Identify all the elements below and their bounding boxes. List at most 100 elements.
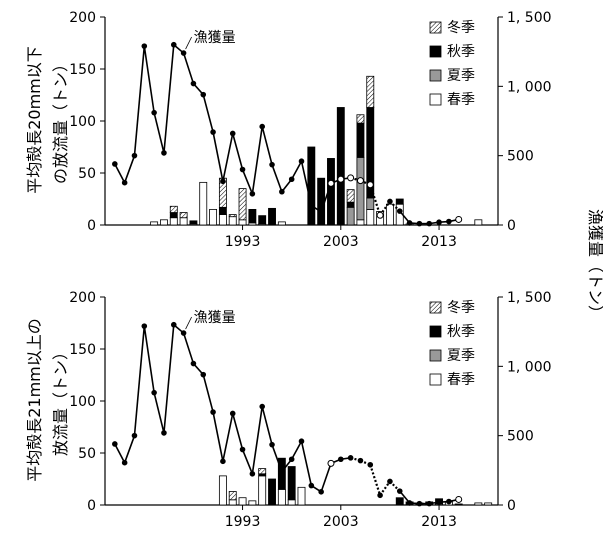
- bar-autumn: [248, 208, 257, 224]
- bar-autumn: [258, 215, 267, 225]
- catch-point: [356, 177, 364, 185]
- bar-spring: [366, 208, 375, 226]
- catch-line-segment: [241, 449, 254, 475]
- bar-autumn: [189, 220, 198, 225]
- catch-line-segment: [202, 94, 214, 133]
- x-tick-label: 2013: [421, 234, 457, 250]
- upper-ylabel-line1: 平均殻長20mm以下: [25, 46, 44, 194]
- catch-point: [141, 43, 148, 49]
- catch-line-label: 漁獲量: [194, 310, 236, 326]
- upper-plot-area: 0 50 100 150 200 0 500 1, 000 1, 500 1993 2003 2013…: [69, 10, 551, 250]
- catch-line-segment: [271, 164, 283, 192]
- left-tick-label: 0: [87, 498, 96, 514]
- x-tick-label: 2003: [323, 234, 359, 250]
- catch-line-segment: [143, 326, 155, 393]
- catch-point: [338, 456, 344, 463]
- catch-label-leader: [185, 36, 192, 50]
- right-tick-label: 0: [507, 498, 516, 514]
- left-tick-label: 50: [78, 166, 96, 182]
- catch-line-segment: [153, 392, 165, 434]
- catch-line-segment: [153, 112, 165, 154]
- catch-line-segment: [251, 126, 263, 194]
- catch-point: [376, 211, 384, 219]
- catch-line-segment: [163, 324, 175, 433]
- catch-line-segment: [222, 413, 234, 462]
- catch-point: [327, 179, 335, 187]
- right-tick-label: 500: [507, 429, 534, 445]
- bar-autumn: [346, 201, 355, 208]
- bar-winter: [356, 114, 365, 124]
- catch-point: [446, 218, 452, 225]
- bar-spring: [258, 475, 267, 506]
- bar-spring: [218, 475, 227, 506]
- catch-line-segment: [212, 131, 224, 182]
- catch-point: [210, 409, 216, 415]
- lower-ylabel-line1: 平均殻長21mm以上の: [25, 318, 44, 482]
- bar-spring: [277, 221, 286, 226]
- catch-point: [200, 91, 207, 98]
- catch-line-segment: [222, 133, 234, 182]
- catch-line-segment: [379, 200, 391, 216]
- catch-line-segment: [369, 464, 382, 496]
- bar-spring: [385, 203, 394, 226]
- catch-point: [200, 371, 207, 378]
- catch-line-segment: [261, 126, 273, 165]
- bar-spring: [248, 500, 257, 506]
- catch-point: [141, 323, 148, 329]
- catch-point: [357, 457, 364, 464]
- catch-point: [131, 432, 138, 439]
- catch-point: [318, 209, 324, 215]
- catch-point: [318, 489, 324, 495]
- catch-line-segment: [320, 463, 332, 493]
- bar-spring: [277, 488, 286, 506]
- bar-spring: [150, 221, 159, 226]
- bar-spring: [160, 219, 168, 226]
- catch-point: [288, 176, 295, 183]
- lower-panel: 平均殻長21mm以上の 放流量（トン） 0 50 100 150 200 0 500 1, 0…: [25, 290, 552, 530]
- catch-point: [259, 403, 266, 410]
- catch-line-segment: [271, 444, 283, 472]
- catch-point: [239, 166, 246, 173]
- x-tick-label: 2003: [323, 514, 359, 530]
- catch-point: [249, 191, 256, 197]
- bar-winter: [238, 188, 247, 221]
- catch-point: [239, 446, 246, 453]
- bar-autumn: [317, 177, 326, 226]
- catch-line-segment: [133, 46, 146, 156]
- catch-point: [121, 179, 128, 186]
- catch-point: [279, 468, 285, 475]
- bar-summer: [346, 206, 355, 226]
- catch-point: [269, 441, 275, 448]
- catch-point: [259, 123, 266, 130]
- bar-winter: [228, 214, 237, 218]
- catch-point: [446, 498, 452, 505]
- catch-point: [396, 488, 403, 494]
- legend-swatch-autumn: [429, 325, 442, 338]
- catch-line-segment: [369, 184, 382, 216]
- catch-point: [190, 80, 197, 87]
- right-tick-label: 1, 500: [507, 10, 552, 26]
- left-tick-label: 100: [69, 394, 96, 410]
- catch-line-segment: [300, 161, 313, 206]
- legend-swatch-winter: [429, 301, 442, 314]
- catch-point: [377, 492, 383, 499]
- legend-swatch-summer: [429, 69, 442, 82]
- legend-label-summer: 夏季: [447, 348, 475, 364]
- legend-swatch-winter: [429, 21, 442, 34]
- catch-point: [455, 495, 463, 503]
- catch-point: [121, 459, 128, 466]
- catch-point: [387, 198, 393, 205]
- right-tick-label: 500: [507, 149, 534, 165]
- bar-autumn: [268, 207, 276, 226]
- right-axis-label: 漁獲量（トン）: [586, 209, 603, 321]
- catch-line-segment: [182, 332, 195, 364]
- x-tick-label: 1993: [225, 514, 261, 530]
- catch-point: [367, 461, 374, 468]
- catch-point: [327, 459, 335, 467]
- catch-line-segment: [251, 406, 263, 474]
- upper-panel: 平均殻長20mm以下 の放流量（トン） 0 50 100 150 200 0 500 1, 0…: [25, 10, 552, 250]
- catch-point: [229, 130, 236, 137]
- catch-point: [190, 360, 197, 367]
- catch-point: [308, 482, 315, 489]
